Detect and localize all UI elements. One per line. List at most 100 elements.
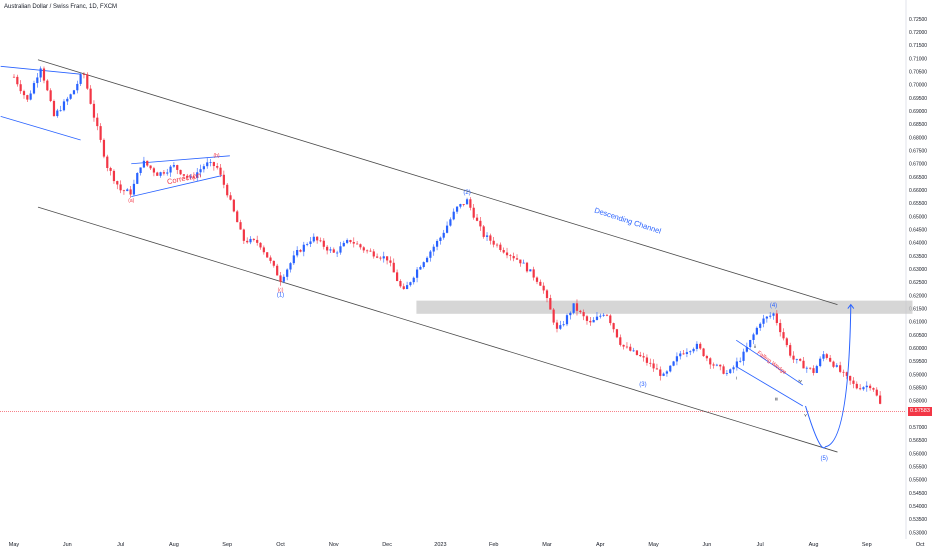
candle-body bbox=[299, 250, 302, 252]
y-tick-label: 0.69000 bbox=[909, 109, 927, 115]
y-tick-label: 0.59000 bbox=[909, 372, 927, 378]
candle-body bbox=[342, 242, 345, 247]
candle-body bbox=[329, 249, 332, 251]
candle-body bbox=[532, 269, 535, 278]
candle-body bbox=[535, 277, 539, 282]
candle-body bbox=[799, 358, 802, 361]
candle-body bbox=[319, 240, 322, 242]
candle-body bbox=[19, 84, 22, 92]
candle-body bbox=[605, 314, 609, 316]
candle-body bbox=[815, 366, 818, 373]
candle-body bbox=[279, 275, 282, 282]
y-tick-label: 0.64000 bbox=[909, 241, 927, 247]
candle-body bbox=[629, 346, 632, 351]
y-tick-label: 0.60000 bbox=[909, 346, 927, 352]
candle-body bbox=[92, 103, 96, 118]
wedge-point-label: iii bbox=[775, 397, 778, 402]
symbol-title: Australian Dollar / Swiss Franc, 1D, FXC… bbox=[4, 4, 118, 10]
candle-body bbox=[835, 365, 838, 367]
x-tick-label: 2023 bbox=[434, 542, 446, 548]
y-tick-label: 0.64500 bbox=[909, 228, 927, 234]
resistance-zone-rect bbox=[416, 300, 913, 314]
candle-body bbox=[82, 74, 86, 75]
y-tick-label: 0.55000 bbox=[909, 478, 927, 484]
candle-body bbox=[845, 372, 848, 376]
candle-body bbox=[569, 312, 572, 316]
candle-body bbox=[56, 110, 59, 117]
candle-body bbox=[362, 247, 365, 251]
candle-body bbox=[559, 325, 562, 329]
candle-body bbox=[369, 250, 372, 252]
candle-body bbox=[39, 68, 42, 78]
y-tick-label: 0.71000 bbox=[909, 56, 927, 62]
candle-body bbox=[29, 93, 32, 100]
candle-body bbox=[349, 240, 352, 243]
candle-body bbox=[172, 165, 175, 167]
candle-body bbox=[346, 240, 349, 243]
candle-body bbox=[719, 364, 722, 367]
candle-body bbox=[772, 313, 775, 316]
candle-body bbox=[412, 277, 415, 283]
candle-body bbox=[79, 74, 82, 84]
candle-body bbox=[59, 110, 62, 112]
candle-body bbox=[492, 240, 495, 245]
candle-body bbox=[316, 236, 319, 241]
candle-body bbox=[599, 315, 602, 317]
x-tick-label: Sep bbox=[222, 542, 232, 548]
candle-body bbox=[679, 353, 682, 357]
x-tick-label: Feb bbox=[489, 542, 498, 548]
candle-body bbox=[642, 356, 645, 358]
candle-body bbox=[645, 357, 649, 363]
candle-body bbox=[435, 240, 439, 247]
candle-body bbox=[762, 318, 765, 324]
y-tick-label: 0.62500 bbox=[909, 280, 927, 286]
candle-body bbox=[805, 367, 808, 369]
candle-body bbox=[112, 170, 116, 182]
descending-channel bbox=[0, 59, 838, 453]
candle-body bbox=[209, 162, 212, 163]
candle-body bbox=[419, 266, 422, 270]
candle-body bbox=[859, 388, 862, 390]
candle-body bbox=[869, 385, 872, 389]
candle-body bbox=[612, 323, 615, 330]
candle-body bbox=[232, 199, 235, 212]
y-tick-label: 0.55500 bbox=[909, 465, 927, 471]
candle-body bbox=[26, 95, 29, 100]
candle-body bbox=[332, 249, 335, 253]
candle-body bbox=[795, 358, 798, 360]
candle-body bbox=[465, 199, 469, 205]
candle-body bbox=[302, 244, 305, 252]
candle-body bbox=[472, 207, 475, 218]
candle-body bbox=[366, 250, 369, 252]
x-tick-label: Oct bbox=[916, 542, 925, 548]
y-tick-label: 0.54500 bbox=[909, 491, 927, 497]
candle-body bbox=[812, 368, 815, 373]
candle-body bbox=[575, 303, 579, 311]
candle-body bbox=[429, 251, 432, 258]
candle-body bbox=[479, 220, 482, 227]
candle-body bbox=[852, 380, 855, 384]
candle-body bbox=[379, 257, 382, 259]
y-tick-label: 0.61500 bbox=[909, 307, 927, 313]
candle-body bbox=[725, 373, 728, 374]
candle-body bbox=[409, 282, 412, 286]
x-tick-label: May bbox=[648, 542, 659, 548]
candle-body bbox=[216, 166, 219, 168]
candle-body bbox=[389, 260, 392, 263]
candle-body bbox=[229, 195, 232, 200]
candle-body bbox=[545, 290, 549, 299]
channel-upper-line bbox=[37, 59, 838, 305]
candle-body bbox=[32, 83, 36, 94]
candle-body bbox=[322, 240, 325, 247]
candle-body bbox=[106, 156, 109, 169]
candle-body bbox=[266, 252, 269, 258]
x-tick-label: Nov bbox=[329, 542, 339, 548]
y-tick-label: 0.67000 bbox=[909, 162, 927, 168]
candle-body bbox=[619, 337, 622, 345]
candle-body bbox=[176, 165, 179, 170]
candle-body bbox=[296, 250, 299, 256]
candle-body bbox=[872, 388, 875, 390]
y-tick-label: 0.62000 bbox=[909, 293, 927, 299]
